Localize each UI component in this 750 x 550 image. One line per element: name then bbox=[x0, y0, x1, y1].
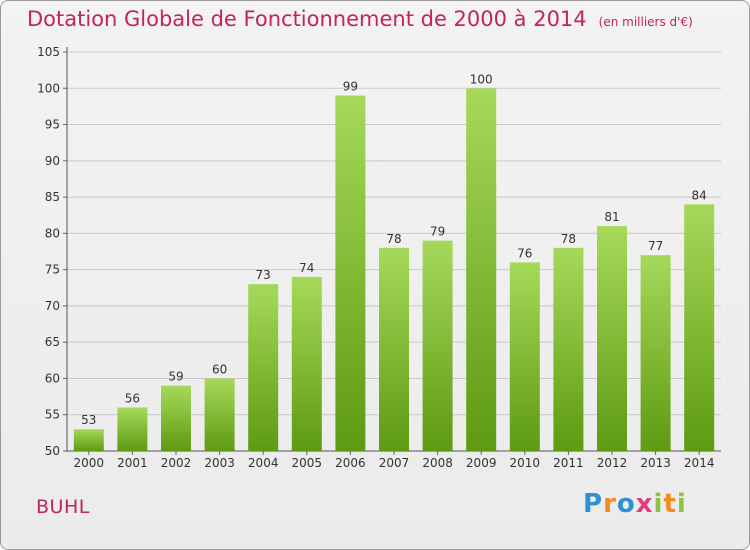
xtick-label-2014: 2014 bbox=[684, 456, 715, 470]
xtick-label-2006: 2006 bbox=[335, 456, 366, 470]
data-label-2005: 74 bbox=[299, 261, 314, 275]
ytick-label-80: 80 bbox=[45, 226, 60, 240]
ytick-label-55: 55 bbox=[45, 408, 60, 422]
chart-title-text: Dotation Globale de Fonctionnement de 20… bbox=[27, 7, 587, 31]
chart-unit-text: (en milliers d'€) bbox=[598, 15, 693, 29]
xtick-label-2010: 2010 bbox=[510, 456, 541, 470]
bar-2007 bbox=[379, 247, 409, 451]
bar-2001 bbox=[117, 407, 148, 451]
data-label-2001: 56 bbox=[125, 391, 140, 405]
xtick-label-2001: 2001 bbox=[117, 456, 148, 470]
proxiti-logo[interactable]: Proxiti bbox=[583, 489, 687, 519]
data-label-2014: 84 bbox=[692, 188, 707, 202]
bar-2002 bbox=[161, 385, 191, 451]
data-label-2007: 78 bbox=[386, 232, 401, 246]
ytick-label-50: 50 bbox=[45, 444, 60, 458]
bar-2011 bbox=[553, 247, 584, 451]
data-label-2003: 60 bbox=[212, 362, 227, 376]
data-label-2011: 78 bbox=[561, 232, 576, 246]
ytick-label-100: 100 bbox=[37, 81, 60, 95]
data-label-2013: 77 bbox=[648, 239, 663, 253]
bar-2000 bbox=[73, 429, 104, 451]
ytick-label-75: 75 bbox=[45, 263, 60, 277]
data-label-2010: 76 bbox=[517, 246, 532, 260]
bar-2009 bbox=[466, 88, 497, 451]
ytick-label-60: 60 bbox=[45, 371, 60, 385]
bar-2005 bbox=[291, 276, 322, 451]
bar-2012 bbox=[597, 226, 627, 451]
data-label-2012: 81 bbox=[604, 210, 619, 224]
data-labels: 53 56 59 60 73 74 99 78 79 100 76 78 81 77 84 bbox=[81, 72, 707, 427]
xtick-label-2003: 2003 bbox=[204, 456, 235, 470]
chart-title: Dotation Globale de Fonctionnement de 20… bbox=[27, 7, 693, 31]
data-label-2009: 100 bbox=[470, 72, 493, 86]
ytick-label-95: 95 bbox=[45, 118, 60, 132]
xtick-label-2000: 2000 bbox=[74, 456, 105, 470]
xtick-label-2011: 2011 bbox=[553, 456, 584, 470]
data-label-2002: 59 bbox=[168, 370, 183, 384]
bar-2013 bbox=[640, 255, 671, 451]
ytick-label-85: 85 bbox=[45, 190, 60, 204]
ytick-label-65: 65 bbox=[45, 335, 60, 349]
xtick-label-2007: 2007 bbox=[379, 456, 410, 470]
bar-2003 bbox=[204, 378, 235, 451]
xtick-label-2005: 2005 bbox=[292, 456, 323, 470]
bar-2014 bbox=[684, 204, 715, 451]
ytick-label-90: 90 bbox=[45, 154, 60, 168]
bars bbox=[73, 88, 715, 451]
data-label-2000: 53 bbox=[81, 413, 96, 427]
xtick-label-2002: 2002 bbox=[161, 456, 192, 470]
data-label-2008: 79 bbox=[430, 225, 445, 239]
xtick-label-2012: 2012 bbox=[597, 456, 628, 470]
data-label-2006: 99 bbox=[343, 80, 358, 94]
bar-2006 bbox=[335, 95, 366, 451]
bar-2010 bbox=[509, 262, 540, 451]
commune-name: BUHL bbox=[36, 496, 90, 518]
data-label-2004: 73 bbox=[256, 268, 271, 282]
bar-2008 bbox=[422, 240, 453, 451]
ytick-label-70: 70 bbox=[45, 299, 60, 313]
xtick-label-2008: 2008 bbox=[422, 456, 453, 470]
xtick-label-2009: 2009 bbox=[466, 456, 497, 470]
ytick-label-105: 105 bbox=[37, 45, 60, 59]
xtick-label-2004: 2004 bbox=[248, 456, 279, 470]
xtick-label-2013: 2013 bbox=[640, 456, 671, 470]
bar-2004 bbox=[248, 284, 279, 451]
